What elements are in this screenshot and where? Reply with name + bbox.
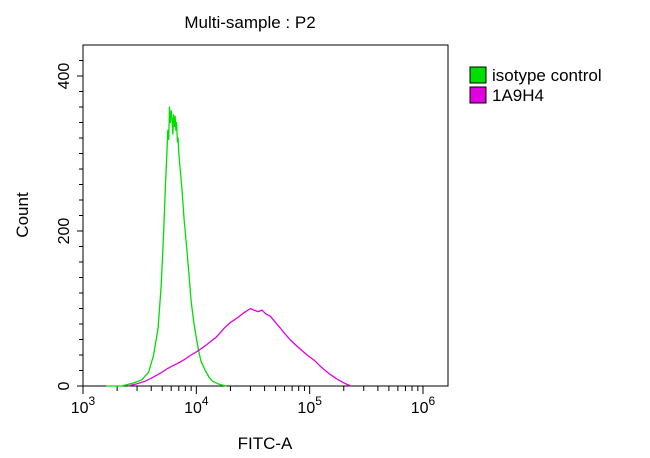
legend-swatch bbox=[469, 86, 487, 104]
y-tick-label: 400 bbox=[56, 63, 73, 90]
series-line-isotype-control bbox=[106, 106, 227, 387]
series-layer bbox=[106, 106, 351, 387]
legend-label: isotype control bbox=[492, 66, 602, 85]
chart-title: Multi-sample : P2 bbox=[184, 13, 315, 32]
y-axis-label: Count bbox=[13, 192, 32, 238]
x-tick-label: 106 bbox=[411, 394, 436, 417]
legend-label: 1A9H4 bbox=[492, 86, 544, 105]
y-tick-label: 200 bbox=[56, 218, 73, 245]
x-tick-label: 103 bbox=[71, 394, 96, 417]
series-line-1a9h4 bbox=[127, 307, 351, 387]
x-tick-label: 104 bbox=[184, 394, 209, 417]
plot-frame bbox=[82, 44, 449, 387]
y-tick-label: 0 bbox=[56, 381, 73, 390]
legend-swatch bbox=[469, 66, 487, 84]
x-tick-label: 105 bbox=[297, 394, 322, 417]
x-axis-label: FITC-A bbox=[238, 434, 293, 453]
x-axis: 103 104 105 106 bbox=[71, 386, 436, 417]
y-axis: 0 200 400 bbox=[56, 60, 83, 390]
